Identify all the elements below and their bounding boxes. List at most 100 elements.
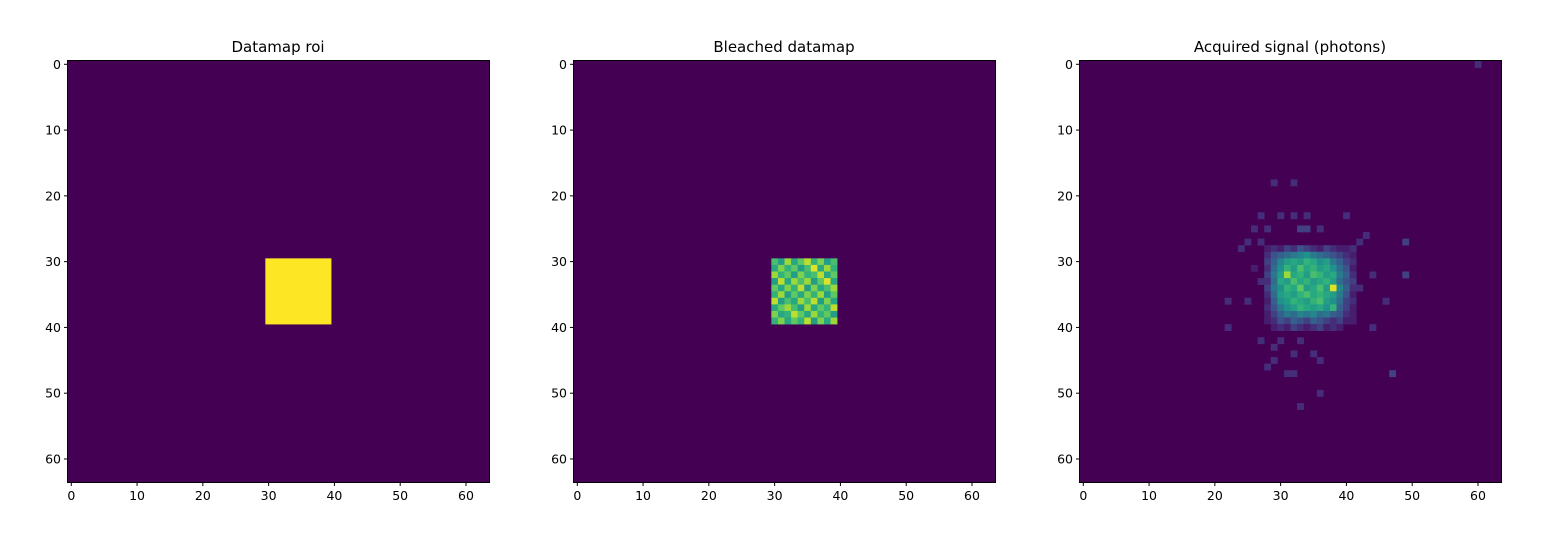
heatmap-cell <box>1277 271 1285 279</box>
heatmap-cell <box>1356 238 1364 246</box>
x-tick-label: 0 <box>67 488 75 503</box>
heatmap-cell <box>823 310 831 318</box>
heatmap-cell <box>784 278 792 285</box>
heatmap-cell <box>1277 212 1285 220</box>
heatmap-cell <box>830 271 838 279</box>
heatmap-cell <box>1389 370 1397 378</box>
heatmap-cell <box>1297 245 1304 253</box>
heatmap-cell <box>1343 264 1351 272</box>
heatmap-cell <box>1316 297 1324 305</box>
y-tick-label: 30 <box>551 254 567 269</box>
heatmap-cell <box>1251 225 1258 233</box>
heatmap-cell <box>1329 264 1337 272</box>
heatmap-cell <box>830 297 838 305</box>
x-tick-label: 50 <box>1404 488 1420 503</box>
heatmap-cell <box>1336 245 1344 253</box>
heatmap-cell <box>1303 225 1311 233</box>
heatmap-cell <box>1316 264 1324 272</box>
heatmap-cell <box>1349 251 1357 259</box>
heatmap-cell <box>1283 297 1291 305</box>
heatmap-cell <box>784 264 792 272</box>
heatmap-cell <box>1270 317 1278 325</box>
heatmap-cell <box>1277 317 1285 325</box>
heatmap-cell <box>817 310 825 318</box>
heatmap-cell <box>804 304 812 312</box>
heatmap-cell <box>784 271 792 279</box>
panel-datamap-roi: Datamap roi 0 10 20 30 40 50 60 0 10 20 30 40 50 60 <box>45 38 490 503</box>
heatmap-cell <box>804 271 812 279</box>
heatmap-cell <box>791 264 798 272</box>
heatmap-cell <box>1290 179 1298 187</box>
y-tick-label: 20 <box>551 188 567 203</box>
heatmap-cell <box>771 284 779 292</box>
heatmap-cell <box>1290 212 1298 220</box>
heatmap-cell <box>1336 271 1344 279</box>
heatmap-cell <box>1349 271 1357 279</box>
x-tick-label: 60 <box>1470 488 1486 503</box>
heatmap-cell <box>771 317 779 325</box>
heatmap-cell <box>1382 297 1390 305</box>
heatmap-cell <box>1257 212 1265 220</box>
heatmap-cell <box>1297 271 1304 279</box>
heatmap-cell <box>1310 258 1318 266</box>
heatmap-cell <box>1323 271 1331 279</box>
heatmap-cell <box>1323 291 1331 299</box>
heatmap-cell <box>1277 310 1285 318</box>
heatmap-cell <box>1329 317 1337 325</box>
heatmap-cell <box>810 278 818 285</box>
heatmap-cell <box>817 304 825 312</box>
heatmap-cell <box>830 258 838 266</box>
heatmap-cell <box>771 278 779 285</box>
heatmap-cell <box>1303 297 1311 305</box>
heatmap-cell <box>1316 271 1324 279</box>
heatmap-cell <box>1329 304 1337 312</box>
heatmap-cell <box>1336 284 1344 292</box>
heatmap-cell <box>1303 317 1311 325</box>
plot-frame <box>67 60 490 483</box>
heatmap-cell <box>810 304 818 312</box>
heatmap-cell <box>1336 310 1344 318</box>
heatmap-cell <box>1329 258 1337 266</box>
heatmap-cell <box>1264 310 1272 318</box>
heatmap-cell <box>1290 324 1298 332</box>
heatmap-cell <box>823 271 831 279</box>
x-axis: 0 10 20 30 40 50 60 <box>573 482 980 503</box>
heatmap-cell <box>1336 324 1344 332</box>
heatmap-cell <box>804 310 812 318</box>
heatmap-cell <box>1297 317 1304 325</box>
heatmap-cell <box>1336 317 1344 325</box>
heatmap-cell <box>1257 337 1265 345</box>
heatmap-cell <box>1297 284 1304 292</box>
heatmap-cell <box>1277 251 1285 259</box>
heatmap-cell <box>1336 304 1344 312</box>
heatmap-cell <box>1329 245 1337 253</box>
heatmap-cell <box>1297 291 1304 299</box>
heatmap-cell <box>1270 343 1278 351</box>
heatmap-cell <box>1270 251 1278 259</box>
heatmap-cell <box>823 291 831 299</box>
heatmap-cell <box>1343 317 1351 325</box>
heatmap-cell <box>1323 310 1331 318</box>
heatmap-cell <box>1277 264 1285 272</box>
heatmap-cell <box>1316 304 1324 312</box>
heatmap-cell <box>1283 278 1291 285</box>
x-tick-label: 0 <box>573 488 581 503</box>
heatmap-cell <box>1343 284 1351 292</box>
y-tick-label: 30 <box>45 254 61 269</box>
heatmap-cell <box>810 284 818 292</box>
heatmap-cell <box>771 271 779 279</box>
heatmap-cell <box>784 284 792 292</box>
heatmap-cell <box>1303 310 1311 318</box>
heatmap-cell <box>777 310 785 318</box>
heatmap-cell <box>791 271 798 279</box>
heatmap-cell <box>797 278 805 285</box>
heatmap-cell <box>1310 264 1318 272</box>
heatmap-cell <box>791 304 798 312</box>
heatmap-cell <box>1283 304 1291 312</box>
heatmap-cell <box>1323 245 1331 253</box>
heatmap-cell <box>1323 258 1331 266</box>
panel-bleached-datamap: Bleached datamap 0 10 20 30 40 50 60 0 10 20 30 40… <box>551 38 996 503</box>
x-tick-label: 20 <box>701 488 717 503</box>
heatmap-cell <box>1310 251 1318 259</box>
heatmap-cell <box>777 284 785 292</box>
